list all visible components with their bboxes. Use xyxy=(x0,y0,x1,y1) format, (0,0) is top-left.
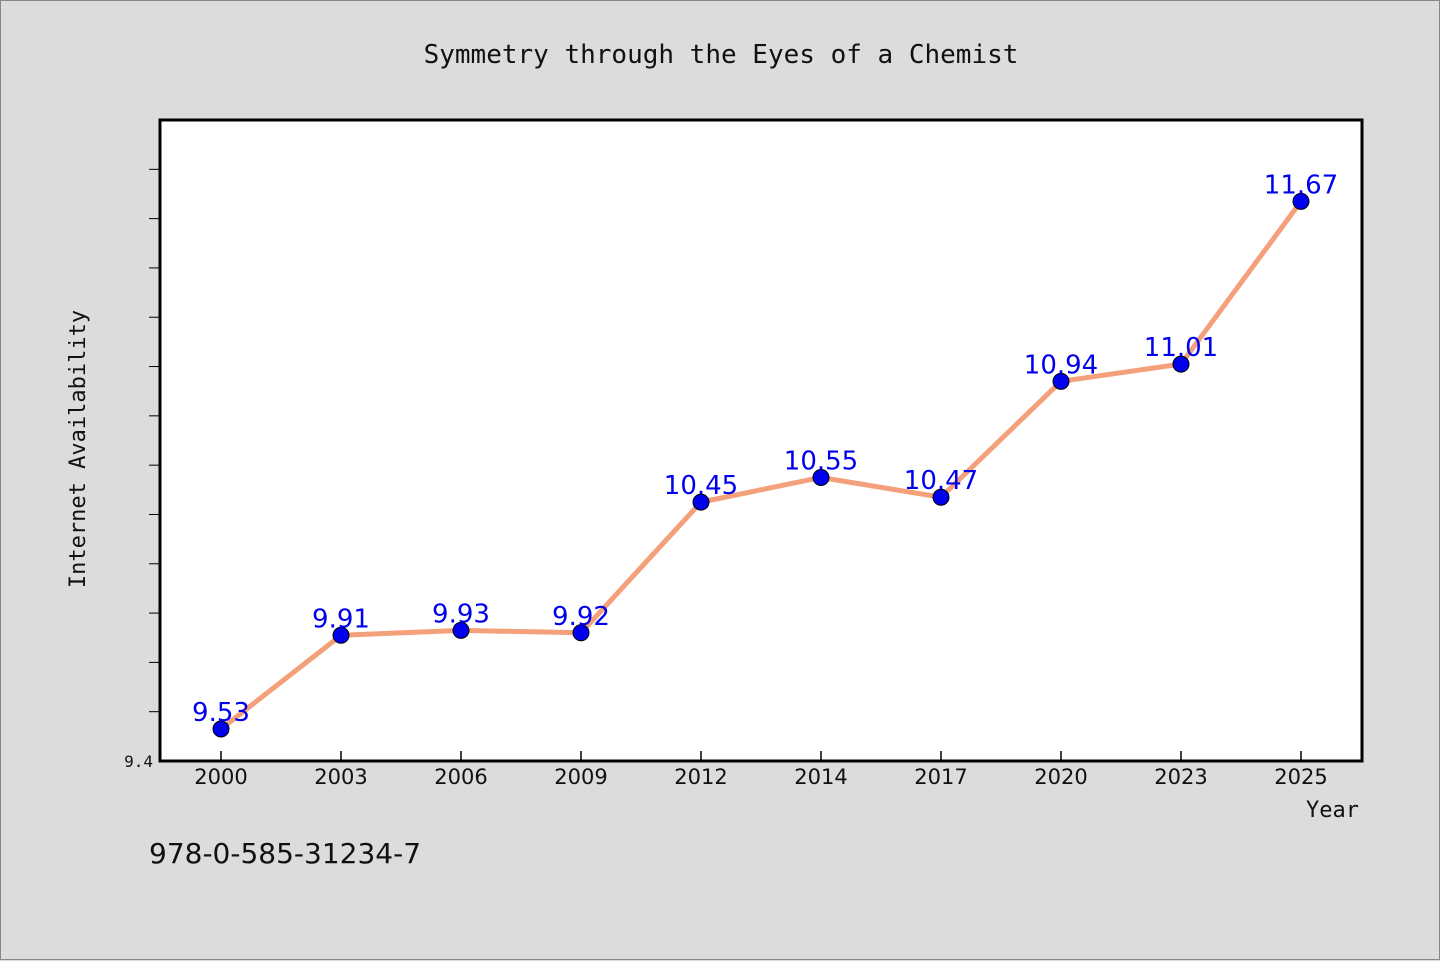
x-tick-label: 2003 xyxy=(314,765,367,789)
data-label: 10.45 xyxy=(664,471,738,501)
data-label: 10.94 xyxy=(1024,350,1098,380)
x-tick-label: 2006 xyxy=(434,765,487,789)
x-tick-label: 2023 xyxy=(1154,765,1207,789)
x-tick-label: 2009 xyxy=(554,765,607,789)
chart-title: Symmetry through the Eyes of a Chemist xyxy=(424,40,1019,70)
data-point xyxy=(1172,355,1190,373)
data-label: 11.01 xyxy=(1144,333,1218,363)
data-labels: 9.53 9.91 9.93 9.92 10.45 10.55 10.47 10.94 11.0… xyxy=(192,170,1338,728)
x-axis-label: Year xyxy=(1306,798,1359,823)
series-line xyxy=(219,199,1304,731)
data-point xyxy=(212,720,230,738)
data-point xyxy=(692,493,710,511)
data-label: 9.53 xyxy=(192,698,250,728)
plot-area xyxy=(158,118,1364,763)
x-tick-label: 2014 xyxy=(794,765,847,789)
data-label: 9.93 xyxy=(432,599,490,629)
y-axis-ticks xyxy=(149,168,160,713)
y-axis-label: Internet Availability xyxy=(66,310,91,588)
x-tick-label: 2020 xyxy=(1034,765,1087,789)
data-point xyxy=(452,621,470,639)
y-tick-label: 9.4 xyxy=(124,752,153,771)
data-label: 10.47 xyxy=(904,466,978,496)
data-point xyxy=(812,468,830,486)
x-axis-tick-labels: 2000 2003 2006 2009 2012 2014 2017 2020 2023 2025 xyxy=(194,751,1328,789)
series-markers xyxy=(212,192,1310,738)
isbn-text: 978-0-585-31234-7 xyxy=(149,837,421,870)
data-label: 9.91 xyxy=(312,604,370,634)
x-tick-label: 2025 xyxy=(1274,765,1327,789)
data-label: 10.55 xyxy=(784,446,858,476)
data-point xyxy=(1052,372,1070,390)
data-point xyxy=(572,624,590,642)
data-point xyxy=(1292,192,1310,210)
x-tick-label: 2012 xyxy=(674,765,727,789)
data-point xyxy=(932,488,950,506)
x-tick-label: 2000 xyxy=(194,765,247,789)
data-label: 9.92 xyxy=(552,602,610,632)
data-label: 11.67 xyxy=(1264,170,1338,200)
data-point xyxy=(332,626,350,644)
x-tick-label: 2017 xyxy=(914,765,967,789)
